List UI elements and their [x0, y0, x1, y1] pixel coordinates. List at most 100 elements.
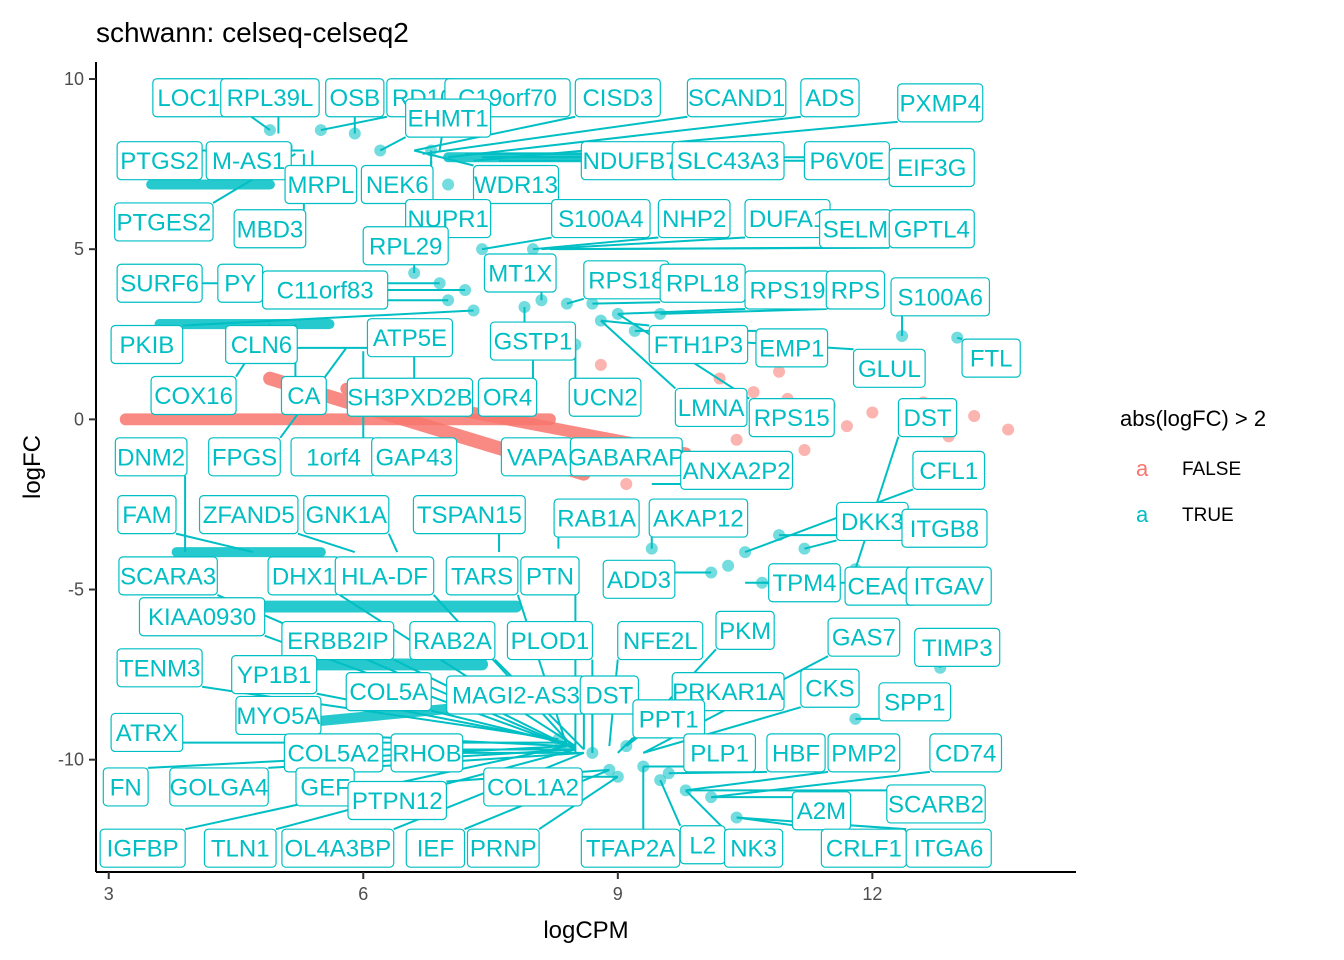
gene-label-box	[116, 263, 203, 303]
gene-label-text: RAB1A	[557, 506, 636, 533]
gene-label-text: SLC43A3	[677, 148, 780, 175]
gene-label-text: ANXA2P2	[683, 458, 791, 485]
gene-label: MAGI2-AS3	[446, 675, 586, 715]
gene-label-text: IEF	[417, 836, 454, 863]
gene-label: DUFA1	[744, 198, 831, 239]
gene-label-box	[261, 270, 389, 310]
gene-label-box	[914, 627, 1001, 667]
gene-label-box	[574, 78, 661, 118]
gene-label: RPL18	[659, 263, 746, 303]
gene-label-box	[888, 209, 975, 249]
label-leader-line	[201, 685, 559, 741]
gene-label-text: L2	[689, 832, 716, 859]
gene-label-text: CLN6	[231, 332, 292, 359]
gene-label: PLP1	[683, 733, 757, 773]
label-leader-line	[216, 593, 568, 747]
gene-label-text: HLA-DF	[341, 563, 428, 590]
gene-label-text: DST	[904, 405, 952, 432]
gene-label-text: DNM2	[117, 444, 185, 471]
gene-label-text: VAPA	[507, 444, 567, 471]
gene-label-box	[617, 620, 704, 661]
gene-label-box	[506, 620, 594, 661]
gene-label: GNK1A	[303, 495, 390, 535]
x-tick-label: 6	[358, 884, 368, 904]
gene-label: RPL39L	[220, 78, 320, 118]
gene-label-box	[325, 78, 385, 118]
gene-label-box	[472, 164, 560, 205]
gene-label-box	[412, 495, 526, 535]
gene-label-box	[118, 556, 218, 596]
gene-label-box	[347, 780, 448, 821]
label-leader-line	[297, 532, 356, 554]
gene-label-text: FTH1P3	[654, 332, 743, 359]
gene-labels: LOC100RPL39LOSBRD10C19orf70CISD3SCAND1AD…	[99, 78, 1021, 868]
gene-label-box	[198, 495, 299, 535]
gene-label: MT1X	[483, 253, 557, 293]
gene-label-text: OR4	[483, 385, 532, 412]
gene-label-text: COL5A2	[288, 740, 380, 767]
gene-label: ITGB8	[901, 508, 988, 548]
x-tick-label: 12	[862, 884, 882, 904]
gene-label-text: RPS15	[754, 405, 830, 432]
gene-label-text: MRPL	[288, 172, 355, 199]
gene-label: SELM	[818, 209, 892, 249]
gene-label: RHOB	[390, 733, 464, 773]
gene-label-text: PTGES2	[117, 209, 212, 236]
gene-label-box	[371, 437, 458, 477]
gene-label-text: WDR13	[474, 172, 558, 199]
label-leader-line	[617, 737, 634, 754]
gene-label-box	[390, 733, 464, 773]
label-leader-line	[744, 488, 914, 554]
y-tick-label: -10	[58, 750, 84, 770]
gene-label-box	[905, 566, 992, 606]
data-point	[773, 365, 786, 378]
x-axis-ticks: 3 6 9 12	[104, 872, 882, 904]
gene-label: PTPN12	[347, 780, 448, 821]
gene-label-box	[117, 495, 177, 535]
gene-label: TPM4	[768, 563, 841, 603]
gene-label: GSTP1	[489, 321, 577, 361]
gene-label: OL4A3BP	[281, 828, 395, 868]
gene-label-text: FTL	[970, 346, 1013, 373]
gene-label: GABARAP	[568, 437, 684, 477]
gene-label-text: UCN2	[572, 385, 637, 412]
gene-label: ERBB2IP	[281, 620, 395, 661]
y-tick-label: 5	[74, 239, 84, 259]
gene-label-text: PTGS2	[120, 148, 199, 175]
label-leader-line	[339, 594, 576, 747]
gene-label: CRLF1	[820, 828, 907, 868]
gene-label-text: CD74	[935, 740, 996, 767]
gene-label-box	[483, 253, 557, 293]
gene-label: CISD3	[574, 78, 661, 118]
gene-label-box	[489, 321, 577, 361]
label-leader-line	[617, 308, 746, 315]
gene-label-text: ITGB8	[910, 516, 979, 543]
data-point	[968, 409, 981, 422]
label-leader-line	[175, 532, 254, 554]
gene-label: ADD3	[602, 559, 676, 599]
gene-label: ZFAND5	[198, 495, 299, 535]
gene-label: TLN1	[203, 828, 277, 868]
gene-label: TARS	[445, 556, 519, 596]
gene-label-box	[405, 828, 466, 868]
gene-label: AKAP12	[648, 498, 749, 538]
gene-label: COL5A	[345, 672, 432, 712]
gene-label-box	[334, 556, 435, 596]
label-leader-line	[711, 770, 931, 799]
gene-label-box	[281, 620, 395, 661]
gene-label-text: C11orf83	[277, 278, 374, 305]
label-leader-line	[387, 533, 399, 553]
gene-label: ATRX	[110, 712, 184, 753]
gene-label-text: TARS	[451, 563, 513, 590]
gene-label-text: HBF	[772, 740, 820, 767]
label-leader-line	[481, 236, 552, 251]
y-axis-ticks: -10 -5 0 5 10	[58, 69, 96, 770]
label-leader-line	[320, 115, 388, 132]
gene-label: MRPL	[284, 164, 358, 205]
gene-label-box	[409, 620, 496, 661]
gene-label: M-AS1	[205, 141, 292, 181]
gene-label-box	[901, 508, 988, 548]
label-leader-line	[430, 709, 576, 748]
gene-label: PXMP4	[897, 83, 984, 123]
data-point	[594, 358, 607, 371]
